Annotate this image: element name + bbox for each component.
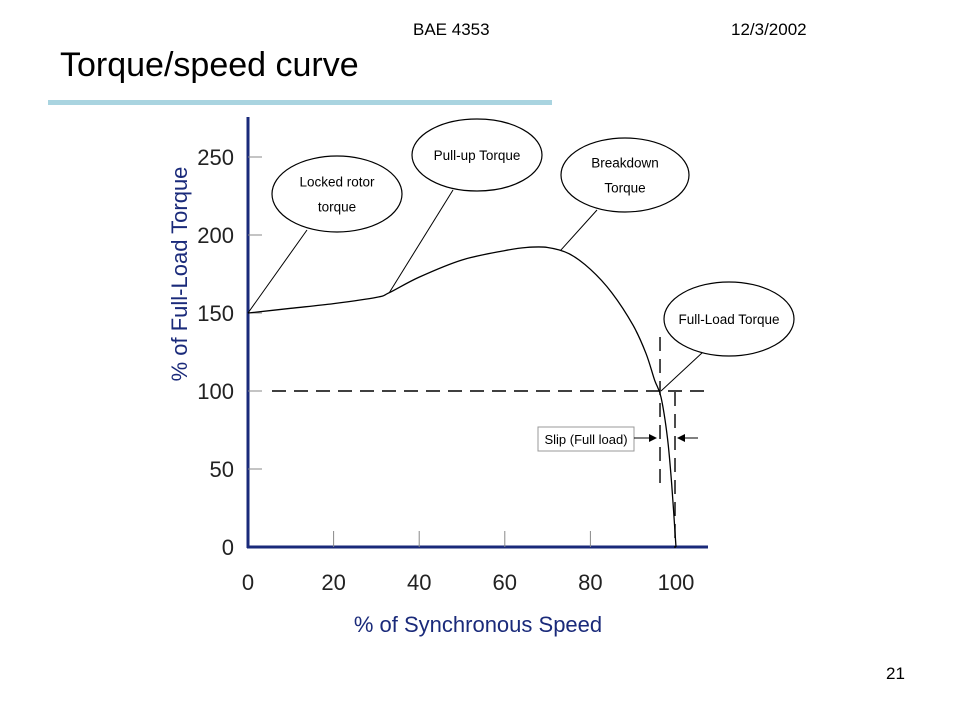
y-tick-label: 0: [222, 535, 234, 560]
course-code: BAE 4353: [413, 20, 490, 39]
full-load-torque-callout-leader: [660, 351, 704, 392]
x-tick-label: 40: [407, 570, 431, 595]
x-tick-label: 80: [578, 570, 602, 595]
locked-rotor-torque-callout: [271, 155, 403, 233]
locked-rotor-torque-callout-leader: [247, 229, 308, 314]
pull-up-torque-callout-leader: [388, 189, 454, 293]
y-axis-label: % of Full-Load Torque: [167, 167, 192, 382]
x-tick-label: 60: [493, 570, 517, 595]
breakdown-torque-callout: [560, 137, 690, 213]
x-tick-label: 100: [658, 570, 695, 595]
y-tick-label: 150: [197, 301, 234, 326]
pull-up-torque-callout: [411, 118, 543, 192]
slip-arrowhead-left: [649, 434, 657, 442]
slip-arrowhead-right: [677, 434, 685, 442]
torque-curve: [247, 246, 677, 548]
locked-rotor-torque-callout-label: torque: [318, 200, 356, 215]
breakdown-torque-callout-leader: [560, 209, 598, 251]
x-tick-label: 20: [321, 570, 345, 595]
slide-date: 12/3/2002: [731, 20, 807, 39]
slide-title: Torque/speed curve: [60, 46, 359, 84]
pull-up-torque-callout-label: Pull-up Torque: [434, 148, 521, 163]
locked-rotor-torque-callout-label: Locked rotor: [299, 175, 375, 190]
y-tick-label: 250: [197, 145, 234, 170]
title-underline: [48, 100, 552, 105]
page-number: 21: [886, 664, 905, 683]
full-load-torque-callout: [663, 281, 795, 357]
y-tick-label: 100: [197, 379, 234, 404]
y-tick-label: 200: [197, 223, 234, 248]
x-tick-label: 0: [242, 570, 254, 595]
y-tick-label: 50: [210, 457, 234, 482]
slip-label: Slip (Full load): [544, 432, 627, 447]
slip-label-box: [537, 426, 635, 452]
full-load-torque-callout-label: Full-Load Torque: [678, 312, 779, 327]
breakdown-torque-callout-label: Breakdown: [591, 156, 659, 171]
breakdown-torque-callout-label: Torque: [604, 181, 645, 196]
x-axis-label: % of Synchronous Speed: [354, 612, 602, 637]
